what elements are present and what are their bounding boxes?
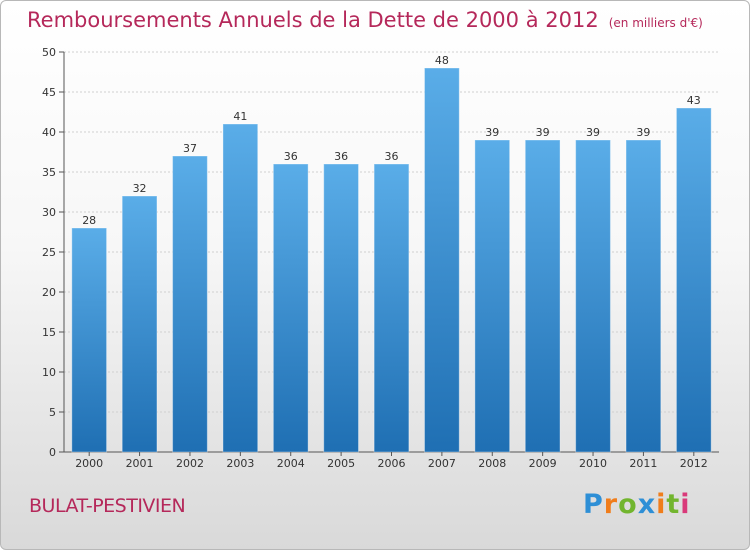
x-tick-label: 2007 — [428, 457, 456, 470]
bar-value-label: 41 — [233, 110, 247, 123]
bar — [172, 156, 208, 452]
bar — [424, 68, 460, 452]
bar — [525, 140, 561, 452]
proxiti-logo[interactable]: Proxiti — [583, 489, 691, 520]
y-tick-label: 25 — [42, 246, 56, 259]
y-tick-label: 5 — [49, 406, 56, 419]
bar-value-label: 43 — [687, 94, 701, 107]
bar — [626, 140, 661, 452]
x-tick-label: 2003 — [226, 457, 254, 470]
x-tick-label: 2000 — [75, 457, 103, 470]
x-tick-label: 2009 — [529, 457, 557, 470]
y-tick-label: 35 — [42, 166, 56, 179]
y-tick-label: 50 — [42, 46, 56, 59]
x-tick-label: 2001 — [126, 457, 154, 470]
bar-value-label: 39 — [586, 126, 600, 139]
bar-value-label: 37 — [183, 142, 197, 155]
x-tick-label: 2006 — [378, 457, 406, 470]
bar-value-label: 36 — [385, 150, 399, 163]
chart-title: Remboursements Annuels de la Dette de 20… — [27, 8, 703, 32]
x-tick-label: 2012 — [680, 457, 708, 470]
x-tick-label: 2011 — [629, 457, 657, 470]
y-tick-label: 20 — [42, 286, 56, 299]
bar — [222, 124, 258, 452]
x-tick-label: 2005 — [327, 457, 355, 470]
bar-value-label: 39 — [536, 126, 550, 139]
bar-value-label: 48 — [435, 54, 449, 67]
y-tick-label: 45 — [42, 86, 56, 99]
y-tick-label: 30 — [42, 206, 56, 219]
bar-value-label: 36 — [284, 150, 298, 163]
commune-name: BULAT-PESTIVIEN — [29, 495, 186, 517]
x-tick-label: 2008 — [478, 457, 506, 470]
x-tick-label: 2002 — [176, 457, 204, 470]
bar — [122, 196, 157, 452]
y-tick-label: 40 — [42, 126, 56, 139]
bar-value-label: 36 — [334, 150, 348, 163]
y-tick-label: 0 — [49, 446, 56, 459]
bar-value-label: 28 — [82, 214, 96, 227]
bar — [374, 164, 409, 452]
bar — [474, 140, 510, 452]
x-tick-label: 2010 — [579, 457, 607, 470]
bar — [676, 108, 712, 452]
x-tick-label: 2004 — [277, 457, 305, 470]
bar — [71, 228, 107, 452]
bar — [273, 164, 309, 452]
bar — [575, 140, 611, 452]
bar-value-label: 39 — [485, 126, 499, 139]
bar-value-label: 32 — [133, 182, 147, 195]
y-tick-label: 15 — [42, 326, 56, 339]
chart-unit-text: (en milliers d'€) — [608, 16, 703, 30]
chart-title-text: Remboursements Annuels de la Dette de 20… — [27, 8, 599, 32]
y-tick-label: 10 — [42, 366, 56, 379]
bar — [323, 164, 359, 452]
bar-value-label: 39 — [636, 126, 650, 139]
